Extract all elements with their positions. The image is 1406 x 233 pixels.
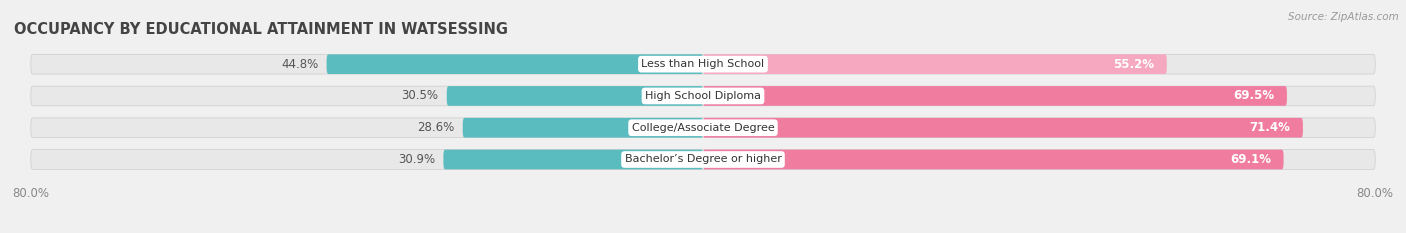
FancyBboxPatch shape: [31, 86, 1375, 106]
Text: Source: ZipAtlas.com: Source: ZipAtlas.com: [1288, 12, 1399, 22]
Text: 69.5%: 69.5%: [1233, 89, 1274, 103]
Text: 71.4%: 71.4%: [1250, 121, 1291, 134]
Text: 44.8%: 44.8%: [281, 58, 318, 71]
Text: 30.5%: 30.5%: [401, 89, 439, 103]
Text: 69.1%: 69.1%: [1230, 153, 1271, 166]
Text: 28.6%: 28.6%: [418, 121, 454, 134]
FancyBboxPatch shape: [447, 86, 703, 106]
Text: High School Diploma: High School Diploma: [645, 91, 761, 101]
FancyBboxPatch shape: [703, 118, 1303, 137]
FancyBboxPatch shape: [31, 118, 1375, 137]
FancyBboxPatch shape: [703, 150, 1284, 169]
FancyBboxPatch shape: [703, 54, 1167, 74]
FancyBboxPatch shape: [31, 150, 1375, 169]
FancyBboxPatch shape: [326, 54, 703, 74]
FancyBboxPatch shape: [463, 118, 703, 137]
FancyBboxPatch shape: [443, 150, 703, 169]
Text: OCCUPANCY BY EDUCATIONAL ATTAINMENT IN WATSESSING: OCCUPANCY BY EDUCATIONAL ATTAINMENT IN W…: [14, 22, 508, 37]
FancyBboxPatch shape: [703, 86, 1286, 106]
FancyBboxPatch shape: [31, 54, 1375, 74]
Text: 30.9%: 30.9%: [398, 153, 434, 166]
Text: Bachelor’s Degree or higher: Bachelor’s Degree or higher: [624, 154, 782, 164]
Legend: Owner-occupied, Renter-occupied: Owner-occupied, Renter-occupied: [576, 230, 830, 233]
Text: College/Associate Degree: College/Associate Degree: [631, 123, 775, 133]
Text: Less than High School: Less than High School: [641, 59, 765, 69]
Text: 55.2%: 55.2%: [1114, 58, 1154, 71]
